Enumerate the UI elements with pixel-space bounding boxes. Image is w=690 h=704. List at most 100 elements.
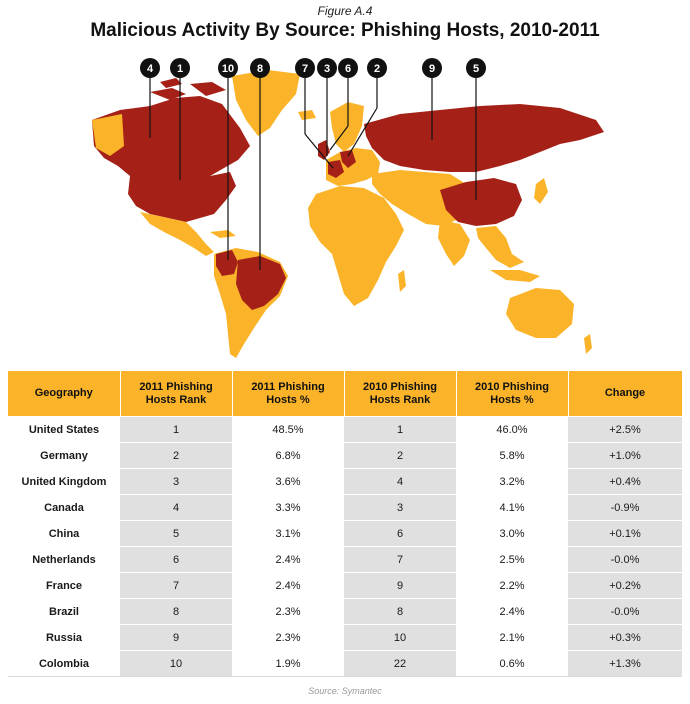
header-geography: Geography <box>8 371 121 417</box>
caribbean <box>210 230 236 238</box>
cell-2010-percent: 3.0% <box>456 520 568 547</box>
cell-2011-percent: 6.8% <box>232 442 344 469</box>
cell-2010-percent: 4.1% <box>456 494 568 521</box>
marker-10: 10 <box>218 58 238 78</box>
table-row: China 5 3.1% 6 3.0% +0.1% <box>8 520 682 547</box>
table-row: Netherlands 6 2.4% 7 2.5% -0.0% <box>8 546 682 573</box>
world-map-svg: 4 1 10 8 7 3 6 2 9 5 <box>92 58 604 358</box>
colombia-shape <box>216 250 238 276</box>
svg-text:8: 8 <box>257 63 263 75</box>
cell-change: +0.4% <box>568 468 682 495</box>
table-row: Brazil 8 2.3% 8 2.4% -0.0% <box>8 598 682 625</box>
table-row: Germany 2 6.8% 2 5.8% +1.0% <box>8 442 682 469</box>
asia-shape <box>372 170 468 226</box>
table-row: United States 1 48.5% 1 46.0% +2.5% <box>8 416 682 443</box>
cell-geography: United Kingdom <box>8 468 120 495</box>
cell-change: +0.1% <box>568 520 682 547</box>
china-shape <box>440 178 522 226</box>
cell-2011-rank: 7 <box>120 572 232 599</box>
cell-2010-rank: 4 <box>344 468 456 495</box>
svg-text:1: 1 <box>177 63 183 75</box>
cell-2011-rank: 8 <box>120 598 232 625</box>
indonesia <box>490 270 540 282</box>
cell-2010-percent: 2.5% <box>456 546 568 573</box>
marker-5: 5 <box>466 58 486 78</box>
australia-shape <box>506 288 574 338</box>
marker-2: 2 <box>367 58 387 78</box>
usa-shape <box>128 172 236 222</box>
cell-2011-rank: 2 <box>120 442 232 469</box>
iceland <box>298 110 316 120</box>
cell-change: +0.2% <box>568 572 682 599</box>
header-2010-percent: 2010 Phishing Hosts % <box>456 371 569 417</box>
figure-label: Figure A.4 <box>317 4 373 18</box>
cell-2010-rank: 7 <box>344 546 456 573</box>
marker-6: 6 <box>338 58 358 78</box>
cell-geography: Colombia <box>8 650 120 677</box>
cell-change: +1.0% <box>568 442 682 469</box>
table-row: United Kingdom 3 3.6% 4 3.2% +0.4% <box>8 468 682 495</box>
cell-2011-rank: 3 <box>120 468 232 495</box>
india-shape <box>438 220 470 266</box>
marker-7: 7 <box>295 58 315 78</box>
canada-shape <box>92 96 250 178</box>
cell-2010-rank: 8 <box>344 598 456 625</box>
cell-2010-percent: 2.1% <box>456 624 568 651</box>
cell-2010-percent: 2.4% <box>456 598 568 625</box>
header-2011-rank: 2011 Phishing Hosts Rank <box>120 371 233 417</box>
marker-8: 8 <box>250 58 270 78</box>
cell-2011-rank: 6 <box>120 546 232 573</box>
russia-shape <box>364 104 604 172</box>
cell-geography: United States <box>8 416 120 443</box>
cell-2010-percent: 46.0% <box>456 416 568 443</box>
cell-change: +2.5% <box>568 416 682 443</box>
svg-text:10: 10 <box>222 63 234 75</box>
phishing-hosts-table: Geography 2011 Phishing Hosts Rank 2011 … <box>8 371 683 677</box>
cell-2010-rank: 3 <box>344 494 456 521</box>
arctic-islands <box>150 78 226 100</box>
cell-2011-percent: 2.3% <box>232 624 344 651</box>
cell-2010-percent: 5.8% <box>456 442 568 469</box>
se-asia-shape <box>476 226 524 268</box>
table-row: Colombia 10 1.9% 22 0.6% +1.3% <box>8 650 682 677</box>
greenland-shape <box>232 70 300 136</box>
cell-2011-percent: 2.4% <box>232 572 344 599</box>
cell-geography: France <box>8 572 120 599</box>
table-row: Russia 9 2.3% 10 2.1% +0.3% <box>8 624 682 651</box>
cell-2010-percent: 3.2% <box>456 468 568 495</box>
marker-leader-lines <box>149 68 477 270</box>
table-row: Canada 4 3.3% 3 4.1% -0.9% <box>8 494 682 521</box>
cell-2011-percent: 2.4% <box>232 546 344 573</box>
cell-geography: Netherlands <box>8 546 120 573</box>
brazil-shape <box>236 256 286 310</box>
cell-geography: Germany <box>8 442 120 469</box>
cell-change: -0.0% <box>568 546 682 573</box>
japan-shape <box>534 178 548 204</box>
cell-geography: Canada <box>8 494 120 521</box>
europe-shape <box>326 148 380 186</box>
cell-2011-percent: 1.9% <box>232 650 344 677</box>
africa-shape <box>308 186 404 306</box>
header-2011-percent: 2011 Phishing Hosts % <box>232 371 345 417</box>
marker-4: 4 <box>140 58 160 78</box>
marker-3: 3 <box>317 58 337 78</box>
cell-2011-percent: 3.1% <box>232 520 344 547</box>
cell-change: +0.3% <box>568 624 682 651</box>
cell-geography: Russia <box>8 624 120 651</box>
mexico-shape <box>140 212 214 256</box>
alaska-shape <box>92 114 124 156</box>
header-2010-rank: 2010 Phishing Hosts Rank <box>344 371 457 417</box>
cell-2011-rank: 10 <box>120 650 232 677</box>
cell-2010-percent: 2.2% <box>456 572 568 599</box>
germany-shape <box>340 150 356 168</box>
svg-text:9: 9 <box>429 63 435 75</box>
cell-2010-percent: 0.6% <box>456 650 568 677</box>
cell-2011-rank: 4 <box>120 494 232 521</box>
cell-2011-rank: 5 <box>120 520 232 547</box>
cell-2011-rank: 9 <box>120 624 232 651</box>
cell-2010-rank: 1 <box>344 416 456 443</box>
cell-geography: China <box>8 520 120 547</box>
cell-2011-rank: 1 <box>120 416 232 443</box>
marker-1: 1 <box>170 58 190 78</box>
cell-2010-rank: 6 <box>344 520 456 547</box>
